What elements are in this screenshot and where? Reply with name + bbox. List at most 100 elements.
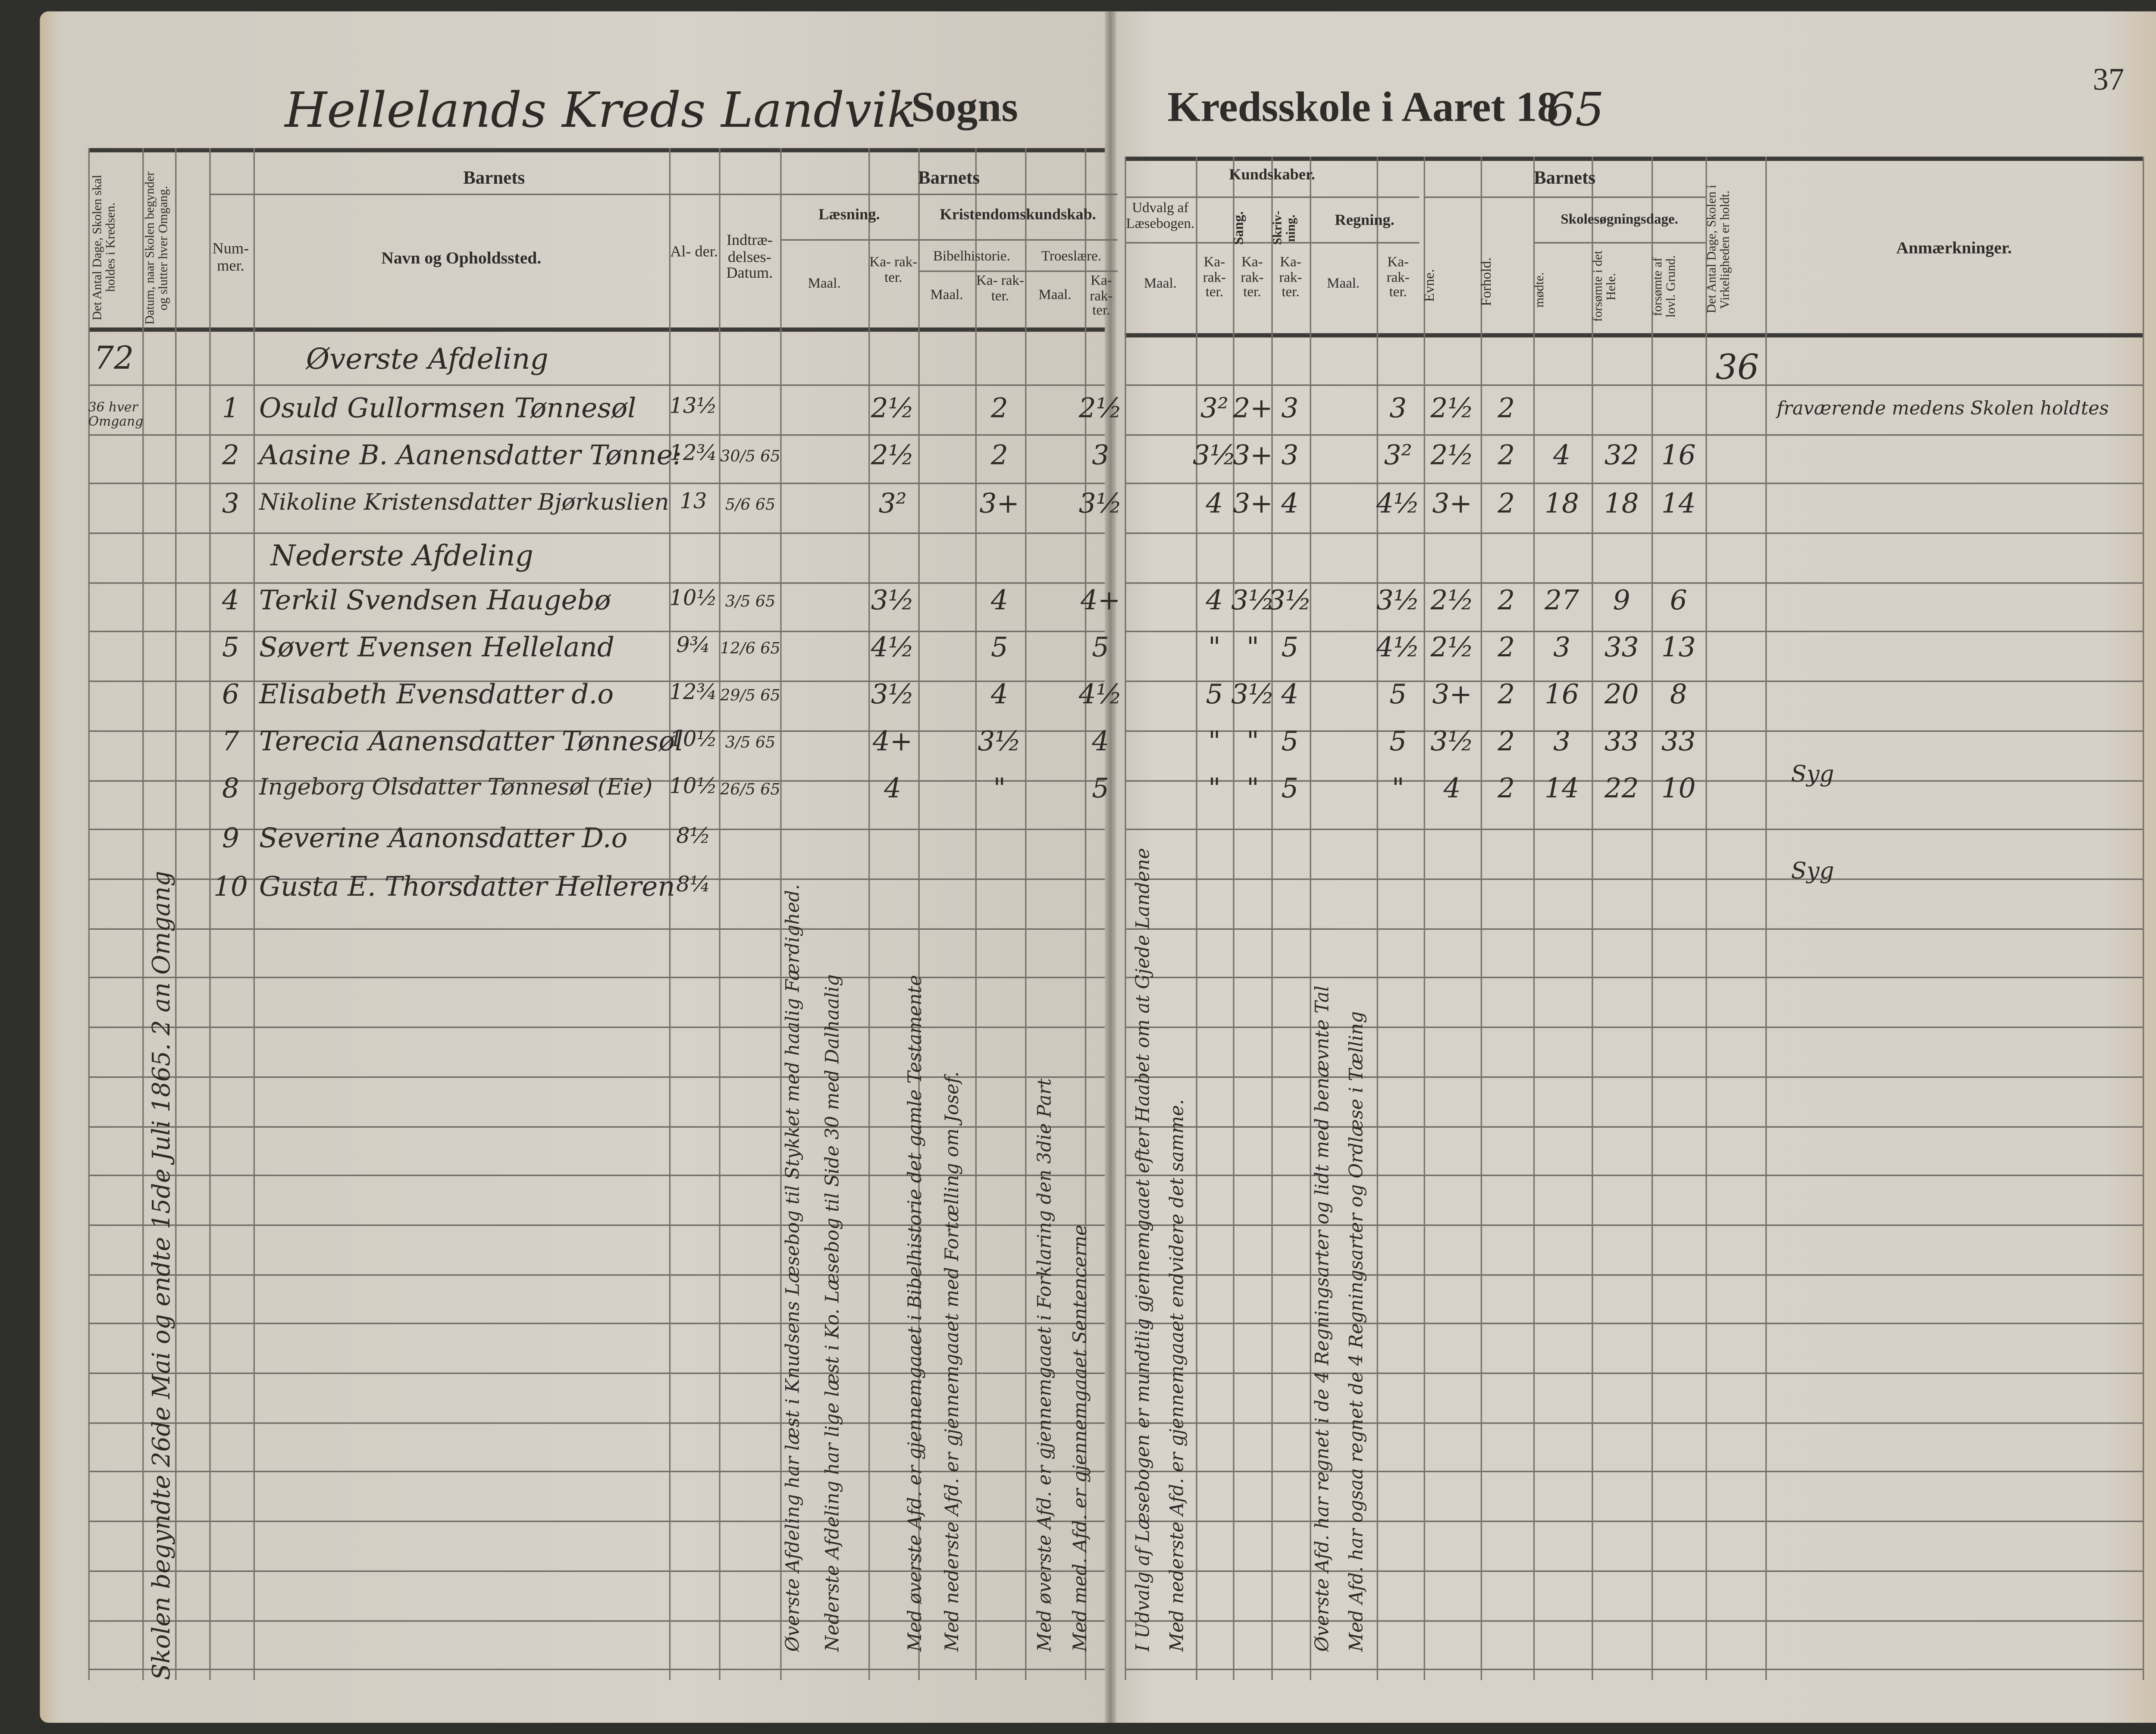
- row-laesning-karakter: 3½: [871, 585, 915, 617]
- column-line: [1705, 157, 1707, 1681]
- row-skrivning-karakter: 5: [1281, 773, 1299, 805]
- row-bibel-karakter: 5: [990, 632, 1008, 664]
- row-bibel-karakter: 2: [990, 393, 1008, 424]
- row-forhold: 2: [1498, 632, 1515, 664]
- header-datum-omgang: Datum, naar Skolen begynder og slutter h…: [142, 171, 170, 324]
- row-forsomte-hele: 33: [1604, 726, 1639, 758]
- header-modte: mødte.: [1532, 273, 1546, 308]
- ruled-line: [88, 1174, 1105, 1176]
- header-evne: Evne.: [1422, 268, 1438, 301]
- ruled-line: [88, 582, 1105, 584]
- header-navn: Navn og Opholdssted.: [381, 248, 542, 268]
- row-evne: 3½: [1430, 726, 1474, 758]
- row-name: Terkil Svendsen Haugebø: [259, 585, 611, 617]
- row-sang-karakter: 3½: [1231, 585, 1275, 617]
- note-udvalg-lower: Med nederste Afd. er gjennemgaaet endvid…: [1167, 1099, 1189, 1652]
- ruled-line: [88, 1422, 1105, 1424]
- row-forhold: 2: [1498, 726, 1515, 758]
- ruled-line: [1125, 1471, 2143, 1472]
- row-forsomte-lovl: 16: [1661, 440, 1696, 471]
- header-nummer: Num- mer.: [212, 240, 249, 274]
- ruled-line: [1125, 928, 2143, 930]
- column-line: [780, 148, 782, 1681]
- ruled-line: [1125, 1126, 2143, 1128]
- ruled-line: [1125, 976, 2143, 978]
- header-barnets-3: Barnets: [1534, 166, 1596, 188]
- row-modte: 18: [1545, 488, 1579, 520]
- row-forsomte-lovl: 14: [1661, 488, 1696, 520]
- row-skrivning-karakter: 4: [1281, 679, 1299, 711]
- ruled-line: [1125, 532, 2143, 534]
- row-number: 2: [222, 440, 239, 471]
- row-anmaerkning: Syg: [1791, 857, 1834, 884]
- ruled-line: [88, 1126, 1105, 1128]
- row-bibel-karakter: 4: [990, 585, 1008, 617]
- column-line: [1765, 157, 1767, 1681]
- ruled-line: [88, 928, 1105, 930]
- column-line: [719, 148, 721, 1681]
- note-udvalg-upper: I Udvalg af Læsebogen er mundtlig gjenne…: [1133, 848, 1155, 1652]
- row-bibel-karakter: 3+: [979, 488, 1020, 520]
- row-number: 5: [222, 632, 239, 664]
- header-udvalg-karakter: Ka- rak- ter.: [1203, 255, 1226, 301]
- row-laesning-karakter: 4½: [871, 632, 915, 664]
- header-bibel-karakter: Ka- rak- ter.: [976, 273, 1024, 304]
- ruled-line: [88, 483, 1105, 484]
- ruled-line: [88, 1521, 1105, 1522]
- row-name: Ingeborg Olsdatter Tønnesøl (Eie): [259, 773, 653, 800]
- row-anmaerkning: Syg: [1791, 760, 1834, 787]
- ruled-line: [1125, 828, 2143, 830]
- header-barnets-1: Barnets: [463, 166, 525, 188]
- ruled-line: [1125, 1076, 2143, 1078]
- header-regning-karakter: Ka- rak- ter.: [1386, 255, 1410, 301]
- ruled-line: [1423, 196, 1706, 198]
- row-forhold: 2: [1498, 488, 1515, 520]
- row-age: 8¼: [676, 871, 711, 897]
- row-date: 5/6 65: [725, 495, 776, 514]
- row-forsomte-hele: 9: [1613, 585, 1630, 617]
- ruled-line: [88, 630, 1105, 632]
- row-name: Aasine B. Aanensdatter Tønne:: [259, 440, 682, 471]
- row-troes-karakter: 4½: [1078, 679, 1122, 711]
- row-sang-karakter: 2+: [1233, 393, 1273, 424]
- row-regning-karakter: ": [1391, 773, 1404, 805]
- ruled-line: [1533, 242, 1706, 244]
- row-regning-karakter: 3²: [1384, 440, 1412, 471]
- row-date: 3/5 65: [725, 592, 776, 611]
- ruled-line: [88, 1076, 1105, 1078]
- row-number: 6: [222, 679, 239, 711]
- ruled-line: [88, 1668, 1105, 1670]
- ruled-line: [1125, 1323, 2143, 1324]
- column-line: [2143, 157, 2144, 1681]
- column-line: [1233, 157, 1235, 1681]
- header-troeslaere: Troeslære.: [1041, 249, 1102, 265]
- header-antal-dage: Det Antal Dage, Skolen skal holdes i Kre…: [90, 175, 118, 321]
- row-anmaerkning: fraværende medens Skolen holdtes: [1777, 398, 2109, 420]
- header-laesning: Læsning.: [818, 206, 880, 224]
- row-number: 7: [222, 726, 239, 758]
- header-troes-maal: Maal.: [1038, 287, 1072, 304]
- row-forsomte-hele: 18: [1604, 488, 1639, 520]
- header-indtraedelses: Indtræ- delses- Datum.: [726, 232, 773, 282]
- ruled-line: [1125, 434, 2143, 436]
- header-forhold: Forhold.: [1479, 257, 1495, 306]
- right-page: [1110, 11, 2156, 1723]
- ruled-line: [88, 780, 1105, 782]
- ruled-line: [88, 1224, 1105, 1226]
- section-upper: Øverste Afdeling: [306, 342, 548, 376]
- row-regning-karakter: 5: [1389, 726, 1407, 758]
- row-troes-karakter: 3: [1092, 440, 1109, 471]
- column-line: [975, 148, 977, 1681]
- header-udvalg: Udvalg af Læsebogen.: [1126, 201, 1195, 232]
- row-sang-karakter: 3+: [1233, 440, 1273, 471]
- row-skrivning-karakter: 5: [1281, 632, 1299, 664]
- note-bibel-upper: Med øverste Afd. er gjennemgaaet i Bibel…: [905, 975, 927, 1652]
- ruled-line: [1125, 157, 2143, 161]
- row-modte: 3: [1553, 632, 1570, 664]
- ruled-line: [780, 194, 1118, 195]
- row-forhold: 2: [1498, 679, 1515, 711]
- row-troes-karakter: 4: [1092, 726, 1109, 758]
- row-modte: 3: [1553, 726, 1570, 758]
- ruled-line: [88, 532, 1105, 534]
- row-forsomte-hele: 32: [1604, 440, 1639, 471]
